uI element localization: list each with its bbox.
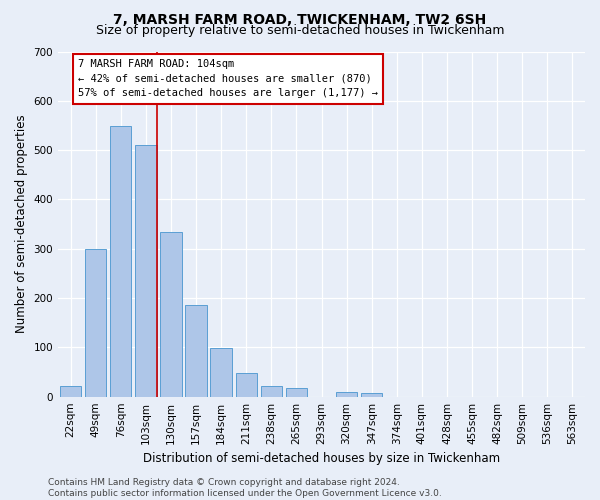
Bar xyxy=(85,248,106,396)
Bar xyxy=(236,373,257,396)
Bar xyxy=(60,386,81,396)
Bar xyxy=(260,386,282,396)
Bar xyxy=(110,126,131,396)
Text: Size of property relative to semi-detached houses in Twickenham: Size of property relative to semi-detach… xyxy=(96,24,504,37)
Bar xyxy=(185,305,207,396)
Bar xyxy=(135,145,157,397)
Bar xyxy=(211,348,232,397)
Bar xyxy=(286,388,307,396)
Bar xyxy=(336,392,357,396)
Text: Contains HM Land Registry data © Crown copyright and database right 2024.
Contai: Contains HM Land Registry data © Crown c… xyxy=(48,478,442,498)
Text: 7 MARSH FARM ROAD: 104sqm
← 42% of semi-detached houses are smaller (870)
57% of: 7 MARSH FARM ROAD: 104sqm ← 42% of semi-… xyxy=(78,59,378,98)
Bar xyxy=(160,232,182,396)
Bar xyxy=(361,392,382,396)
Text: 7, MARSH FARM ROAD, TWICKENHAM, TW2 6SH: 7, MARSH FARM ROAD, TWICKENHAM, TW2 6SH xyxy=(113,12,487,26)
X-axis label: Distribution of semi-detached houses by size in Twickenham: Distribution of semi-detached houses by … xyxy=(143,452,500,465)
Y-axis label: Number of semi-detached properties: Number of semi-detached properties xyxy=(15,115,28,334)
